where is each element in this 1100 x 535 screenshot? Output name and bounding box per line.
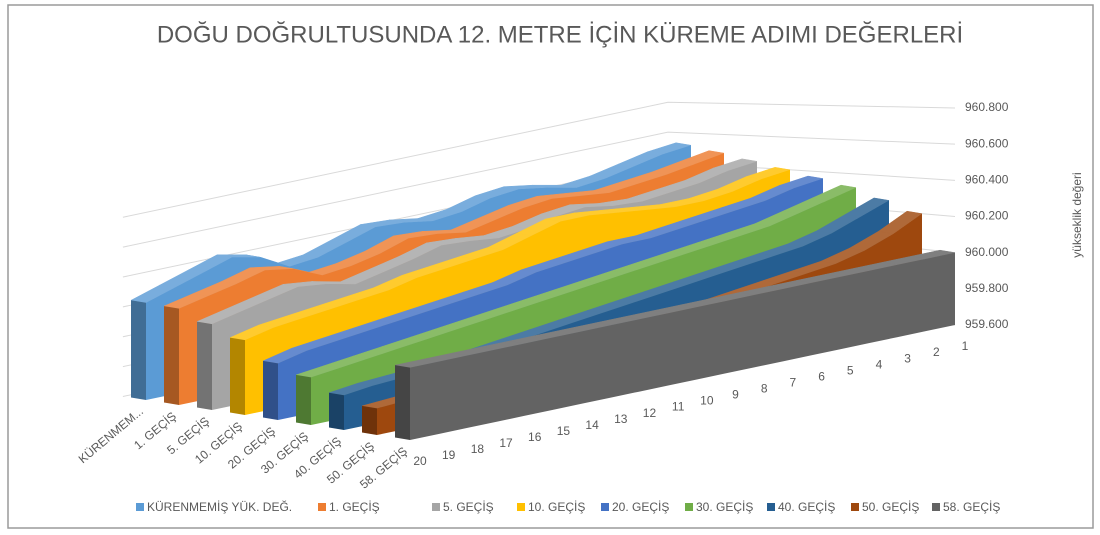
x-tick-label: 15 bbox=[557, 424, 571, 438]
legend-swatch bbox=[601, 503, 609, 511]
legend-label: 5. GEÇİŞ bbox=[443, 500, 494, 514]
x-tick-label: 18 bbox=[471, 442, 485, 456]
legend-swatch bbox=[932, 503, 940, 511]
y-axis-title: yükseklik değeri bbox=[1070, 172, 1084, 257]
legend-label: 10. GEÇİŞ bbox=[528, 500, 585, 514]
x-tick-label: 4 bbox=[876, 357, 883, 371]
grid-line bbox=[122, 101, 956, 218]
x-tick-label: 14 bbox=[585, 418, 599, 432]
legend-label: 1. GEÇİŞ bbox=[329, 500, 380, 514]
ribbon-cap bbox=[362, 405, 377, 435]
y-tick-label: 960.200 bbox=[965, 209, 1009, 223]
ribbon-cap bbox=[131, 300, 146, 400]
x-tick-label: 16 bbox=[528, 430, 542, 444]
y-tick-label: 960.400 bbox=[965, 173, 1009, 187]
x-tick-label: 13 bbox=[614, 412, 628, 426]
ribbon-cap bbox=[395, 365, 410, 440]
legend-swatch bbox=[432, 503, 440, 511]
x-tick-label: 11 bbox=[672, 400, 685, 414]
x-tick-label: 1 bbox=[962, 339, 969, 353]
legend-swatch bbox=[318, 503, 326, 511]
ribbon-cap bbox=[164, 306, 179, 405]
x-tick-label: 7 bbox=[790, 375, 797, 389]
area bbox=[410, 252, 955, 440]
x-tick-label: 9 bbox=[732, 388, 739, 402]
ribbon-cap bbox=[329, 392, 344, 430]
y-tick-label: 959.600 bbox=[965, 317, 1009, 331]
legend-label: 20. GEÇİŞ bbox=[612, 500, 669, 514]
y-tick-label: 960.600 bbox=[965, 136, 1009, 150]
x-tick-label: 17 bbox=[499, 436, 513, 450]
x-tick-label: 3 bbox=[904, 351, 911, 365]
x-tick-label: 2 bbox=[933, 345, 940, 359]
chart-title: DOĞU DOĞRULTUSUNDA 12. METRE İÇİN KÜREME… bbox=[157, 21, 963, 48]
legend-label: 30. GEÇİŞ bbox=[696, 500, 753, 514]
legend-label: 40. GEÇİŞ bbox=[778, 500, 835, 514]
legend-swatch bbox=[767, 503, 775, 511]
x-tick-label: 6 bbox=[818, 369, 825, 383]
grid-line bbox=[122, 131, 956, 248]
x-tick-label: 19 bbox=[442, 448, 456, 462]
y-tick-label: 960.800 bbox=[965, 100, 1009, 114]
y-tick-label: 960.000 bbox=[965, 245, 1009, 259]
ribbon-cap bbox=[296, 374, 311, 425]
legend-swatch bbox=[517, 503, 525, 511]
ribbon-cap bbox=[197, 321, 212, 410]
y-tick-label: 959.800 bbox=[965, 281, 1009, 295]
legend-label: 58. GEÇİŞ bbox=[943, 500, 1000, 514]
x-tick-label: 5 bbox=[847, 363, 854, 377]
x-tick-label: 20 bbox=[413, 454, 427, 468]
legend-label: KÜRENMEMİŞ YÜK. DEĞ. bbox=[147, 499, 292, 514]
x-tick-label: 10 bbox=[700, 394, 714, 408]
legend-swatch bbox=[136, 503, 144, 511]
ribbon-cap bbox=[263, 360, 278, 420]
ribbon-cap bbox=[230, 337, 245, 415]
x-tick-label: 12 bbox=[643, 406, 657, 420]
x-tick-label: 8 bbox=[761, 382, 768, 396]
legend-swatch bbox=[851, 503, 859, 511]
legend-swatch bbox=[685, 503, 693, 511]
legend-label: 50. GEÇİŞ bbox=[862, 500, 919, 514]
